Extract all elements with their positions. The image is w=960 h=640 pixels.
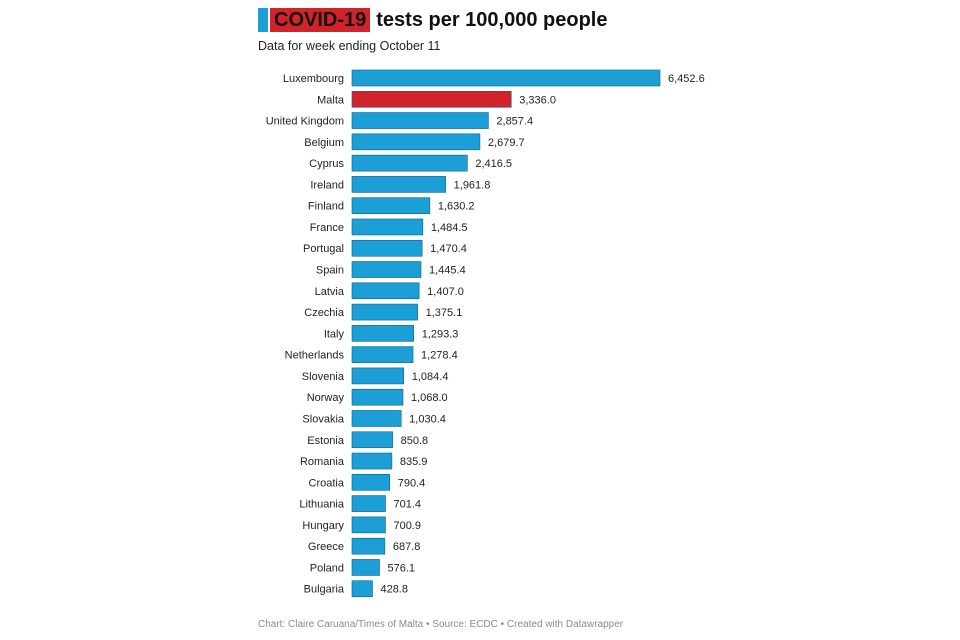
bar-spain — [351, 261, 422, 278]
category-label: Malta — [317, 94, 345, 106]
category-label: Hungary — [302, 520, 344, 532]
value-label: 2,679.7 — [488, 137, 525, 149]
category-label: Slovenia — [302, 371, 345, 383]
value-label: 1,068.0 — [411, 392, 448, 404]
bar-czechia — [351, 303, 418, 321]
value-label: 1,484.5 — [431, 222, 468, 234]
value-label: 1,470.4 — [430, 243, 467, 255]
category-label: Netherlands — [285, 350, 345, 362]
bar-chart: Luxembourg 6,452.6 Malta 3,336.0 United King… — [266, 69, 705, 598]
value-label: 835.9 — [400, 456, 428, 468]
bar-luxembourg — [351, 69, 661, 87]
value-label: 2,857.4 — [496, 116, 533, 128]
category-label: Cyprus — [309, 158, 344, 170]
title-accent-bar — [258, 8, 268, 32]
category-label: Ireland — [310, 179, 344, 191]
value-label: 700.9 — [393, 520, 421, 532]
category-label: Greece — [308, 541, 344, 553]
bar-belgium — [351, 133, 481, 151]
bar-slovakia — [351, 410, 402, 427]
bar-portugal — [351, 239, 423, 257]
chart-title: COVID-19 tests per 100,000 people — [258, 6, 607, 34]
category-label: Slovakia — [302, 413, 344, 425]
value-label: 2,416.5 — [475, 158, 512, 170]
bar-france — [351, 218, 424, 236]
bar-norway — [351, 388, 404, 406]
value-label: 1,278.4 — [421, 350, 458, 362]
title-highlight: COVID-19 — [270, 8, 371, 32]
category-label: United Kingdom — [266, 116, 344, 128]
bar-slovenia — [351, 367, 405, 385]
value-label: 428.8 — [380, 584, 408, 596]
value-label: 1,445.4 — [429, 265, 466, 277]
category-label: France — [310, 222, 344, 234]
category-label: Romania — [300, 456, 345, 468]
category-label: Estonia — [307, 435, 345, 447]
chart-subtitle: Data for week ending October 11 — [258, 39, 441, 53]
bar-united-kingdom — [351, 112, 489, 129]
bar-italy — [351, 325, 415, 342]
value-label: 1,293.3 — [422, 328, 459, 340]
category-label: Bulgaria — [304, 584, 345, 596]
bar-hungary — [351, 516, 386, 534]
category-label: Finland — [308, 201, 344, 213]
bar-lithuania — [351, 495, 386, 512]
bar-latvia — [351, 282, 420, 300]
bar-estonia — [351, 431, 393, 449]
bar-greece — [351, 537, 386, 555]
category-label: Norway — [307, 392, 345, 404]
bar-malta — [351, 90, 512, 108]
category-label: Italy — [324, 328, 345, 340]
bar-poland — [351, 559, 380, 576]
chart-credit: Chart: Claire Caruana/Times of Malta • S… — [258, 619, 624, 630]
value-label: 790.4 — [398, 477, 426, 489]
category-label: Belgium — [304, 137, 344, 149]
bar-netherlands — [351, 346, 414, 363]
bar-cyprus — [351, 154, 468, 172]
category-label: Poland — [310, 562, 344, 574]
category-label: Croatia — [309, 477, 345, 489]
value-label: 850.8 — [401, 435, 429, 447]
value-label: 6,452.6 — [668, 73, 705, 85]
bar-croatia — [351, 474, 391, 491]
value-label: 576.1 — [387, 562, 415, 574]
value-label: 701.4 — [393, 499, 421, 511]
value-label: 687.8 — [393, 541, 421, 553]
bar-romania — [351, 452, 393, 470]
category-label: Portugal — [303, 243, 344, 255]
category-label: Lithuania — [299, 499, 345, 511]
value-label: 1,375.1 — [426, 307, 463, 319]
value-label: 1,630.2 — [438, 201, 475, 213]
category-label: Luxembourg — [283, 73, 344, 85]
value-label: 1,030.4 — [409, 413, 446, 425]
value-label: 3,336.0 — [519, 94, 556, 106]
title-text: tests per 100,000 people — [376, 9, 608, 31]
bar-ireland — [351, 176, 446, 193]
value-label: 1,961.8 — [454, 179, 491, 191]
value-label: 1,084.4 — [412, 371, 449, 383]
bar-finland — [351, 197, 431, 214]
category-label: Spain — [316, 265, 344, 277]
category-label: Czechia — [304, 307, 345, 319]
value-label: 1,407.0 — [427, 286, 464, 298]
category-label: Latvia — [315, 286, 345, 298]
bar-bulgaria — [351, 580, 373, 598]
